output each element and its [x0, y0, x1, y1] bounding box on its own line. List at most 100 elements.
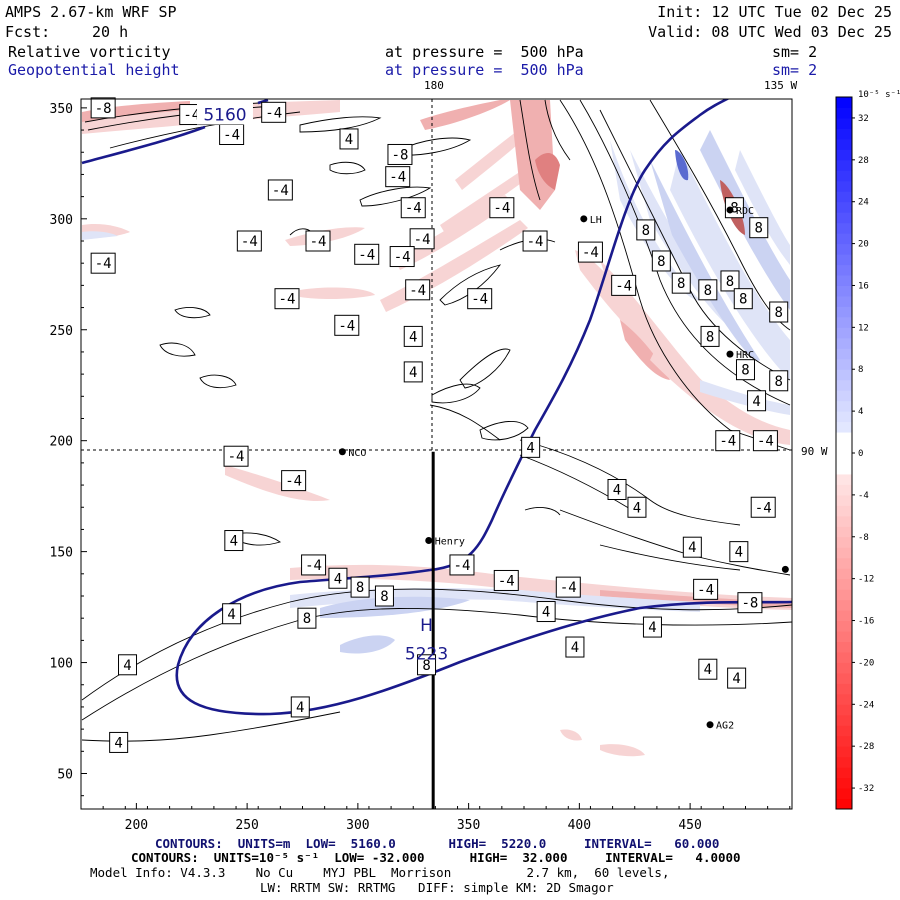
colorbar-tick-label: 0 — [858, 449, 863, 459]
contour-label: -4 — [414, 232, 431, 248]
contour-label-box — [607, 479, 627, 500]
colorbar-swatch — [836, 526, 852, 538]
contour-label-box — [627, 496, 647, 518]
contour-label: -4 — [183, 108, 200, 124]
footer-physics-info: LW: RRTM SW: RRTMG DIFF: simple KM: 2D S… — [260, 880, 614, 895]
contour-label-box — [682, 536, 702, 558]
plot-frame — [80, 98, 793, 810]
contour-label-box — [720, 270, 740, 292]
contour-label-box — [297, 607, 317, 629]
colorbar-swatch — [836, 316, 852, 328]
contour-label: -4 — [582, 245, 599, 261]
contour-label-box — [611, 274, 637, 296]
contour-label-box — [749, 217, 769, 239]
valid-time: Valid: 08 UTC Wed 03 Dec 25 — [648, 23, 892, 41]
contour-label: 8 — [755, 221, 763, 237]
contour-label: 8 — [741, 363, 749, 379]
contour-label: -8 — [392, 147, 409, 163]
contour-label-box — [729, 541, 749, 563]
colorbar-swatch — [836, 97, 852, 108]
colorbar-swatch — [836, 746, 852, 758]
contour-label: 4 — [334, 571, 342, 587]
contour-label-box — [693, 578, 719, 600]
contour-label: -4 — [697, 582, 714, 598]
contour-label: -4 — [454, 558, 471, 574]
contour-label: 8 — [739, 292, 747, 308]
contour-label: -4 — [241, 234, 258, 250]
contour-label: 4 — [227, 607, 235, 623]
colorbar-swatch — [836, 515, 852, 527]
y-tick-label: 200 — [50, 435, 73, 450]
contour-label-box — [305, 230, 331, 252]
contour-label-box — [449, 554, 475, 576]
colorbar-tick-label: 32 — [858, 114, 869, 124]
colorbar-swatch — [836, 641, 852, 653]
contour-label-box — [577, 241, 603, 263]
contour-label-box — [109, 731, 129, 753]
colorbar-swatch — [836, 505, 852, 517]
colorbar-swatch — [836, 212, 852, 224]
contour-label-box — [118, 654, 138, 676]
colorbar-swatch — [836, 589, 852, 601]
forecast-hour: 20 h — [92, 23, 129, 41]
contour-label: 4 — [296, 700, 304, 716]
contour-label-box — [671, 272, 691, 294]
colorbar-swatch — [836, 484, 852, 496]
colorbar-swatch — [836, 243, 852, 255]
colorbar-swatch — [836, 725, 852, 737]
x-tick-label: 200 — [125, 818, 148, 833]
contour-label-box — [737, 592, 763, 614]
colorbar: 32 28 24 20 16 12 8 4 0 -4 -8 -12 -16 -20 -24 -28 -32 — [835, 96, 874, 810]
y-tick-label: 100 — [50, 657, 73, 672]
contour-label-box — [493, 569, 519, 591]
contour-label-box — [400, 197, 426, 219]
contour-label-box — [301, 554, 327, 576]
colorbar-swatch — [836, 568, 852, 580]
contour-label: -4 — [560, 580, 577, 596]
contour-label: 4 — [688, 540, 696, 556]
contour-label: 4 — [409, 365, 417, 381]
colorbar-swatch — [836, 107, 852, 119]
contour-label: -4 — [757, 434, 774, 450]
contour-label: 4 — [633, 500, 641, 516]
lon-135w-label: 135 W — [764, 79, 798, 92]
contour-label: 8 — [704, 283, 712, 299]
contour-label-box — [698, 658, 718, 680]
colorbar-swatch — [836, 379, 852, 391]
contour-label-box — [522, 230, 548, 252]
colorbar-swatch — [836, 306, 852, 318]
contour-label: 8 — [677, 276, 685, 292]
lat-90w-label: 90 W — [801, 445, 828, 458]
colorbar-swatch — [836, 358, 852, 370]
contour-label: 4 — [526, 440, 534, 456]
contour-label: 4 — [613, 483, 621, 499]
colorbar-swatch — [836, 578, 852, 590]
contour-label-box — [223, 445, 249, 467]
contour-label-box — [222, 603, 242, 625]
high-pressure-marker: H — [420, 616, 433, 636]
contour-label: -4 — [338, 318, 355, 334]
contour-label-box — [90, 252, 116, 274]
contour-label-box — [350, 576, 370, 598]
station-label: RDC — [736, 206, 754, 217]
contour-label-box — [536, 601, 556, 623]
contour-label-box — [236, 230, 262, 252]
contour-label-box — [385, 166, 411, 188]
contour-label: -4 — [755, 500, 772, 516]
contour-label-box — [750, 496, 776, 518]
contour-label-box — [642, 616, 662, 638]
height-contour-label: 5223 — [405, 645, 448, 665]
colorbar-tick-label: 20 — [858, 240, 869, 250]
colorbar-swatch — [836, 390, 852, 402]
geopotential-height-contours — [81, 99, 792, 716]
colorbar-swatch — [836, 547, 852, 559]
contour-label-box — [651, 250, 671, 272]
station-layer: NCO Henry AG2 RDC HRC LH — [338, 206, 789, 732]
field2-name: Geopotential height — [8, 61, 180, 79]
colorbar-tick-label: -32 — [858, 784, 874, 794]
colorbar-swatch — [836, 337, 852, 349]
contour-label: -4 — [265, 105, 282, 121]
y-tick-label: 350 — [50, 102, 73, 117]
colorbar-swatch — [836, 138, 852, 150]
station-marker — [781, 565, 789, 573]
